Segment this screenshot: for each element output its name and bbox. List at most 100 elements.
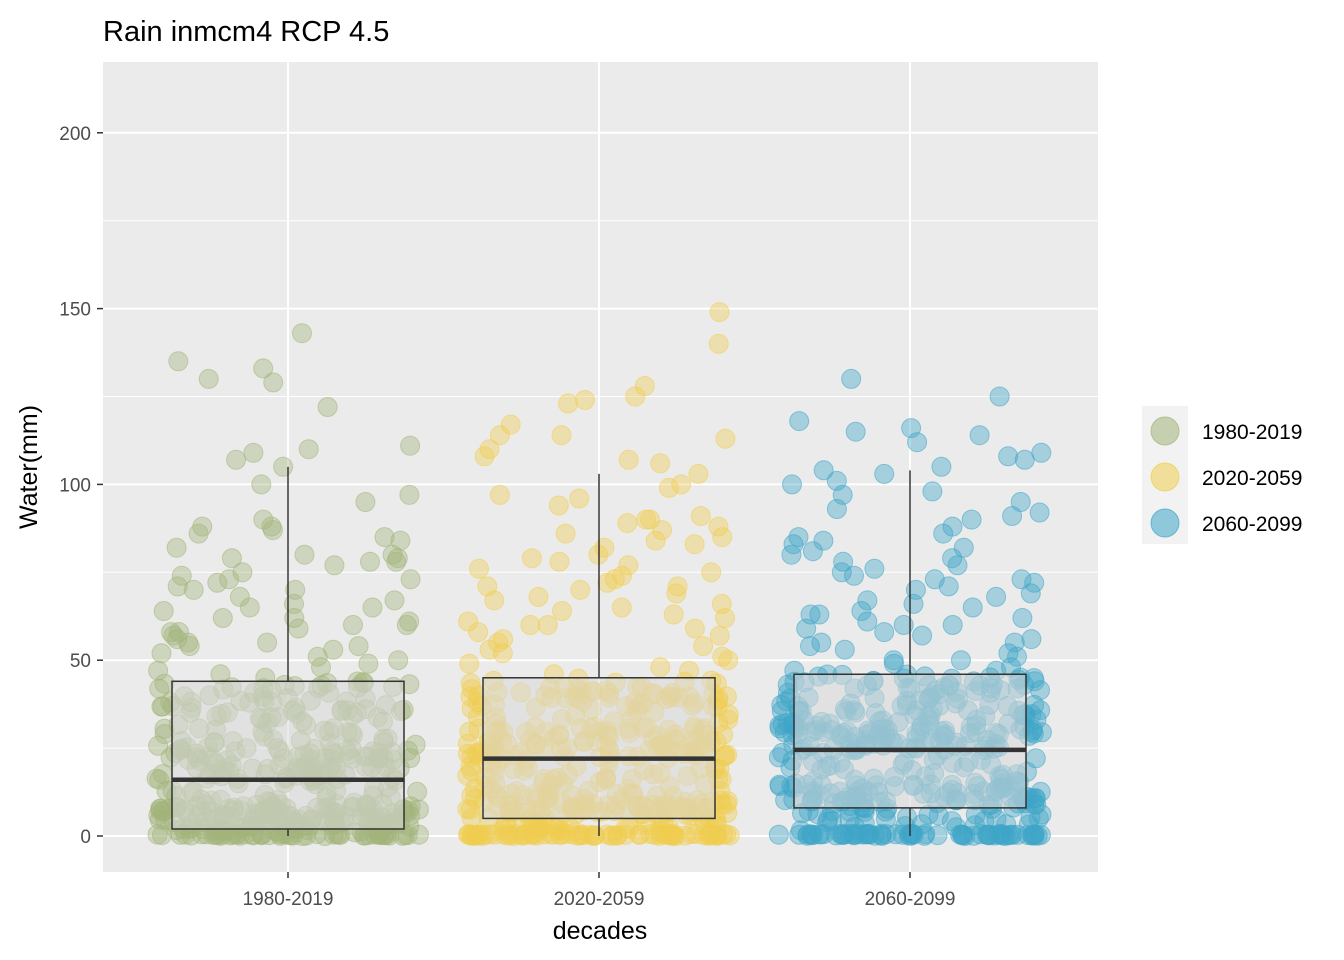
data-point: [911, 814, 932, 835]
data-point: [1011, 569, 1032, 590]
data-point: [650, 657, 671, 678]
data-point: [219, 569, 240, 590]
data-point: [813, 530, 834, 551]
data-point: [912, 625, 933, 646]
data-point: [617, 513, 638, 534]
data-point: [1023, 824, 1044, 845]
data-point: [362, 597, 383, 618]
data-point: [715, 608, 736, 628]
data-point: [460, 673, 481, 694]
data-point: [989, 386, 1010, 407]
data-point: [666, 583, 687, 604]
data-point: [716, 686, 737, 707]
data-point: [549, 551, 570, 572]
data-point: [458, 611, 479, 632]
data-point: [284, 593, 304, 614]
data-point: [831, 562, 852, 583]
legend-key: [1150, 462, 1180, 492]
data-point: [489, 425, 510, 446]
data-point: [457, 743, 478, 764]
data-point: [618, 449, 639, 470]
box-plots: [171, 466, 1027, 836]
data-point: [148, 660, 169, 681]
x-tick-label: 1980-2019: [243, 889, 334, 910]
data-point: [570, 579, 591, 600]
data-point: [833, 551, 854, 572]
data-point: [358, 653, 379, 674]
data-point: [396, 615, 417, 635]
data-point: [796, 618, 817, 639]
data-point: [149, 769, 170, 790]
data-point: [167, 629, 188, 650]
data-point: [153, 601, 174, 621]
data-point: [1020, 583, 1041, 604]
chart-title: Rain inmcm4 RCP 4.5: [103, 16, 389, 48]
data-point: [782, 474, 802, 495]
data-point: [548, 495, 569, 516]
data-point: [714, 746, 735, 767]
data-point: [484, 590, 505, 611]
data-point: [1012, 608, 1033, 628]
data-point: [460, 799, 481, 820]
data-point: [974, 811, 995, 832]
data-point: [294, 544, 315, 565]
data-point: [148, 805, 169, 826]
data-point: [178, 632, 198, 653]
data-point: [690, 506, 711, 526]
data-point: [551, 425, 572, 446]
data-point: [388, 650, 409, 671]
y-tick-label: 0: [80, 827, 91, 848]
data-point: [317, 397, 338, 417]
data-point: [597, 572, 618, 593]
data-point: [942, 615, 963, 635]
data-point: [811, 632, 832, 653]
data-point: [262, 520, 283, 541]
data-point: [489, 484, 510, 505]
data-point: [688, 463, 709, 484]
data-point: [715, 428, 736, 449]
data-point: [947, 555, 968, 576]
data-point: [163, 625, 184, 646]
data-point: [1014, 449, 1035, 470]
data-point: [374, 527, 395, 548]
data-point: [857, 611, 878, 632]
data-point: [884, 653, 904, 674]
data-point: [790, 820, 811, 841]
data-point: [468, 622, 489, 643]
data-point: [149, 678, 170, 699]
data-point: [348, 636, 369, 657]
data-point: [864, 558, 885, 579]
data-point: [1002, 506, 1023, 526]
data-point: [488, 632, 509, 653]
data-point: [221, 548, 242, 569]
data-point: [895, 816, 916, 837]
data-point: [226, 449, 247, 470]
data-point: [652, 520, 673, 541]
data-point: [400, 435, 421, 456]
data-point: [311, 657, 331, 678]
y-axis: 0 50 100 150 200: [59, 124, 103, 848]
data-point: [551, 820, 572, 841]
data-point: [1031, 804, 1052, 825]
x-tick-label: 2060-2099: [865, 889, 956, 910]
data-point: [154, 718, 175, 739]
data-point: [663, 604, 684, 625]
data-point: [800, 636, 820, 657]
data-point: [292, 323, 312, 344]
data-point: [684, 618, 705, 639]
data-point: [1021, 629, 1042, 650]
legend-key: [1150, 416, 1180, 446]
data-point: [845, 421, 866, 442]
data-point: [537, 615, 558, 635]
data-point: [768, 747, 789, 768]
data-point: [813, 460, 834, 481]
data-point: [257, 632, 278, 653]
data-point: [962, 597, 983, 618]
data-point: [708, 333, 729, 354]
data-point: [931, 456, 952, 477]
data-point: [821, 810, 842, 831]
data-point: [261, 516, 282, 537]
data-point: [232, 562, 253, 583]
data-point: [645, 530, 666, 551]
data-point: [1024, 572, 1045, 593]
